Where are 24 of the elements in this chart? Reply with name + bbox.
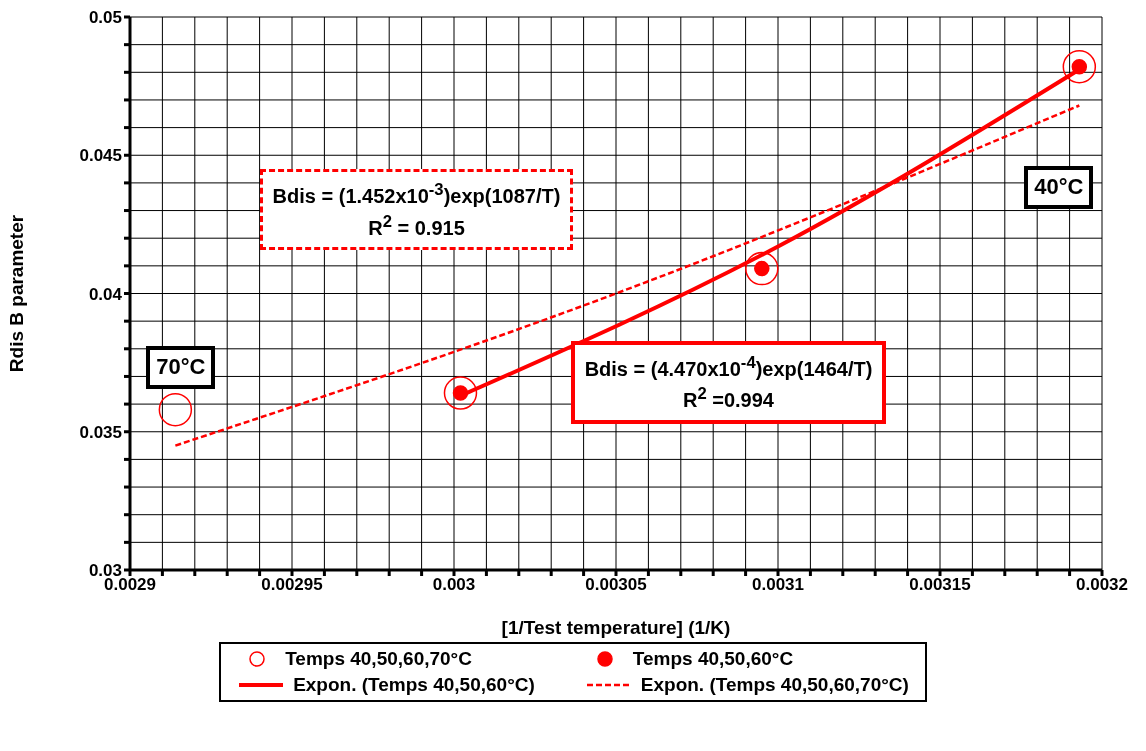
y-tick-label: 0.05	[88, 8, 122, 28]
legend-label: Temps 40,50,60,70°C	[285, 648, 472, 670]
text: Bdis = (4.470x10$^{-4}$)exp(1464/T) R$^{2}$ =0.994	[584, 352, 873, 411]
y-tick-label: 0.045	[79, 146, 122, 166]
x-axis-title: [1/Test temperature] (1/K)	[501, 617, 731, 638]
x-tick-label: 0.003	[432, 575, 476, 595]
x-tick-label: 0.00315	[909, 575, 971, 595]
point	[745, 251, 779, 286]
legend-label: Temps 40,50,60°C	[632, 648, 794, 670]
point	[158, 392, 193, 427]
point	[443, 376, 478, 410]
annotation: 70°C	[156, 353, 206, 382]
x-tick-label: 0.00305	[585, 575, 647, 595]
annotation: 40°C	[1034, 173, 1084, 202]
y-tick-label: 0.04	[88, 284, 123, 304]
point	[1062, 50, 1097, 84]
x-tick-label: 0.0032	[1076, 575, 1128, 595]
text: Bdis = (1.452x10$^{-3}$)exp(1087/T) R$^{2}$ = 0.915	[272, 180, 561, 239]
y-tick-label: 0.035	[79, 422, 122, 442]
legend-label: Expon. (Temps 40,50,60°C)	[293, 674, 535, 696]
x-tick-label: 0.00295	[261, 575, 323, 595]
y-axis-title: Rdis B parameter	[5, 214, 27, 373]
x-tick-label: 0.0031	[752, 575, 804, 595]
legend-label: Expon. (Temps 40,50,60,70°C)	[640, 674, 909, 696]
